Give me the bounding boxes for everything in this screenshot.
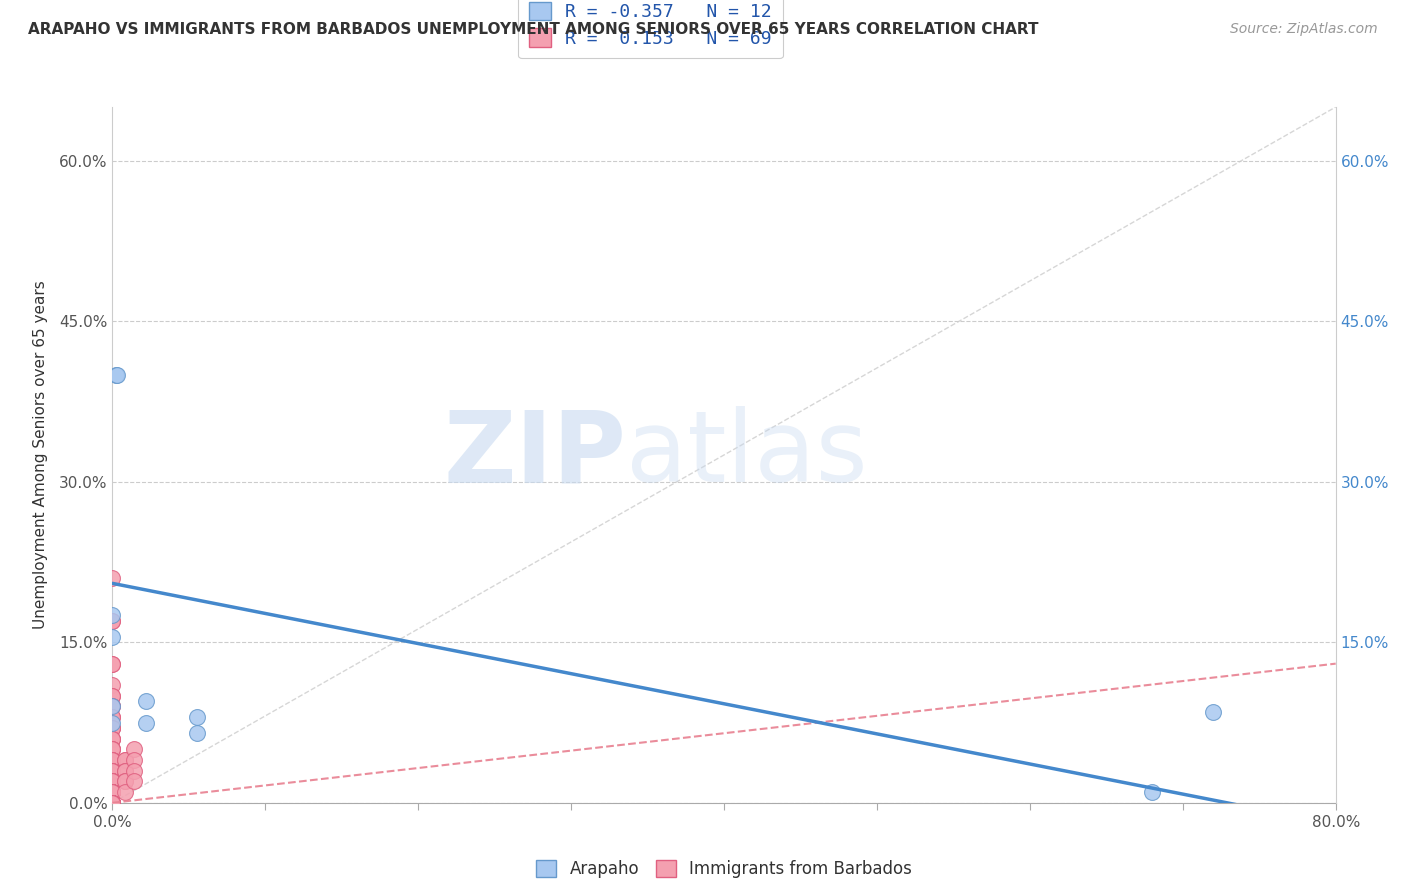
Point (101, 753, 124, 767)
Point (101, 731, 124, 746)
Point (101, 753, 124, 767)
Point (101, 774, 124, 789)
Point (101, 796, 124, 810)
Point (101, 774, 124, 789)
Point (101, 774, 124, 789)
Point (101, 774, 124, 789)
Point (114, 774, 136, 789)
Point (101, 657, 124, 671)
Point (101, 796, 124, 810)
Legend: Arapaho, Immigrants from Barbados: Arapaho, Immigrants from Barbados (530, 854, 918, 885)
Point (101, 614, 124, 628)
Point (101, 753, 124, 767)
Point (114, 764, 136, 778)
Point (1202, 705, 1225, 719)
Text: atlas: atlas (626, 407, 868, 503)
Point (114, 785, 136, 799)
Point (101, 608, 124, 623)
Point (101, 630, 124, 644)
Point (101, 785, 124, 799)
Point (101, 774, 124, 789)
Point (101, 785, 124, 799)
Point (101, 699, 124, 714)
Point (101, 731, 124, 746)
Point (101, 699, 124, 714)
Point (101, 699, 124, 714)
Point (101, 715, 124, 730)
Point (101, 764, 124, 778)
Text: Source: ZipAtlas.com: Source: ZipAtlas.com (1230, 22, 1378, 37)
Point (101, 710, 124, 724)
Point (101, 764, 124, 778)
Point (122, 774, 145, 789)
Point (1142, 785, 1164, 799)
Point (114, 774, 136, 789)
Point (101, 657, 124, 671)
Point (104, 368, 127, 382)
Point (101, 721, 124, 735)
Text: ZIP: ZIP (443, 407, 626, 503)
Point (101, 785, 124, 799)
Point (101, 796, 124, 810)
Point (101, 742, 124, 756)
Point (114, 764, 136, 778)
Point (122, 753, 145, 767)
Point (101, 689, 124, 703)
Point (101, 785, 124, 799)
Point (101, 742, 124, 756)
Point (101, 710, 124, 724)
Point (101, 742, 124, 756)
Point (101, 796, 124, 810)
Point (101, 796, 124, 810)
Point (122, 742, 145, 756)
Point (101, 678, 124, 692)
Point (101, 731, 124, 746)
Point (101, 764, 124, 778)
Point (101, 796, 124, 810)
Point (101, 796, 124, 810)
Point (101, 785, 124, 799)
Point (186, 726, 208, 740)
Y-axis label: Unemployment Among Seniors over 65 years: Unemployment Among Seniors over 65 years (32, 281, 48, 629)
Point (101, 753, 124, 767)
Point (101, 796, 124, 810)
Point (101, 721, 124, 735)
Point (135, 694, 157, 708)
Point (101, 796, 124, 810)
Point (101, 785, 124, 799)
Point (101, 796, 124, 810)
Point (135, 715, 157, 730)
Point (122, 764, 145, 778)
Point (101, 796, 124, 810)
Point (101, 796, 124, 810)
Point (101, 774, 124, 789)
Point (101, 764, 124, 778)
Point (101, 796, 124, 810)
Point (101, 689, 124, 703)
Point (101, 785, 124, 799)
Point (186, 710, 208, 724)
Point (101, 785, 124, 799)
Point (114, 753, 136, 767)
Point (101, 764, 124, 778)
Point (114, 753, 136, 767)
Point (101, 571, 124, 585)
Point (105, 368, 128, 382)
Point (101, 721, 124, 735)
Text: ARAPAHO VS IMMIGRANTS FROM BARBADOS UNEMPLOYMENT AMONG SENIORS OVER 65 YEARS COR: ARAPAHO VS IMMIGRANTS FROM BARBADOS UNEM… (28, 22, 1039, 37)
Point (101, 796, 124, 810)
Point (101, 614, 124, 628)
